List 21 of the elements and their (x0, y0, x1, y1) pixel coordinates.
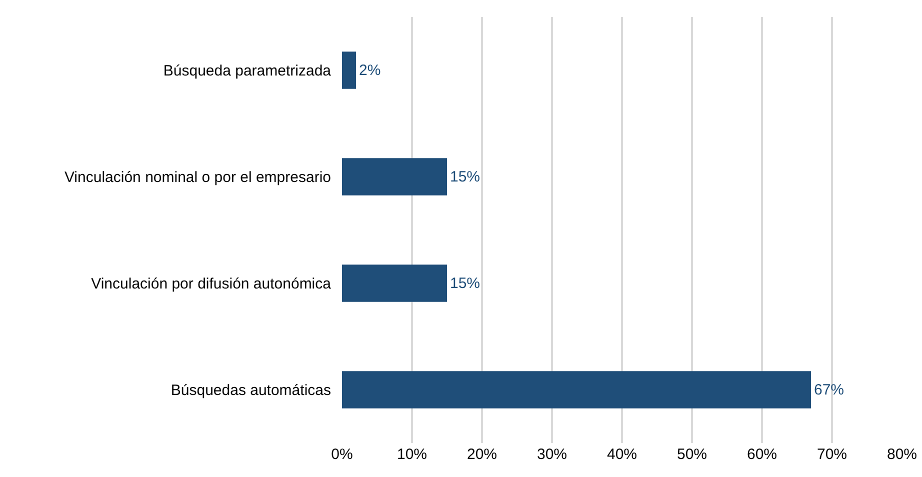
bar (342, 264, 447, 302)
x-tick-label: 60% (746, 446, 778, 463)
y-tick-label: Búsquedas automáticas (170, 382, 331, 399)
data-label: 67% (814, 381, 844, 398)
data-label: 15% (450, 168, 480, 186)
bar (342, 371, 811, 408)
x-tick-label: 10% (396, 446, 428, 463)
x-tick-label: 0% (331, 446, 353, 463)
y-tick-label: Búsqueda parametrizada (163, 62, 332, 80)
x-tick-label: 30% (536, 446, 568, 463)
x-tick-label: 80% (886, 446, 918, 463)
x-tick-label: 50% (676, 446, 708, 463)
x-tick-label: 40% (606, 446, 638, 463)
data-label: 15% (450, 274, 480, 292)
data-label: 2% (359, 62, 381, 79)
x-tick-label: 20% (466, 446, 498, 463)
bar (342, 158, 447, 196)
y-tick-label: Vinculación por difusión autonómica (91, 276, 332, 292)
y-tick-label: Vinculación nominal o por el empresario (64, 169, 331, 186)
bar (342, 52, 356, 89)
x-tick-label: 70% (816, 446, 848, 463)
